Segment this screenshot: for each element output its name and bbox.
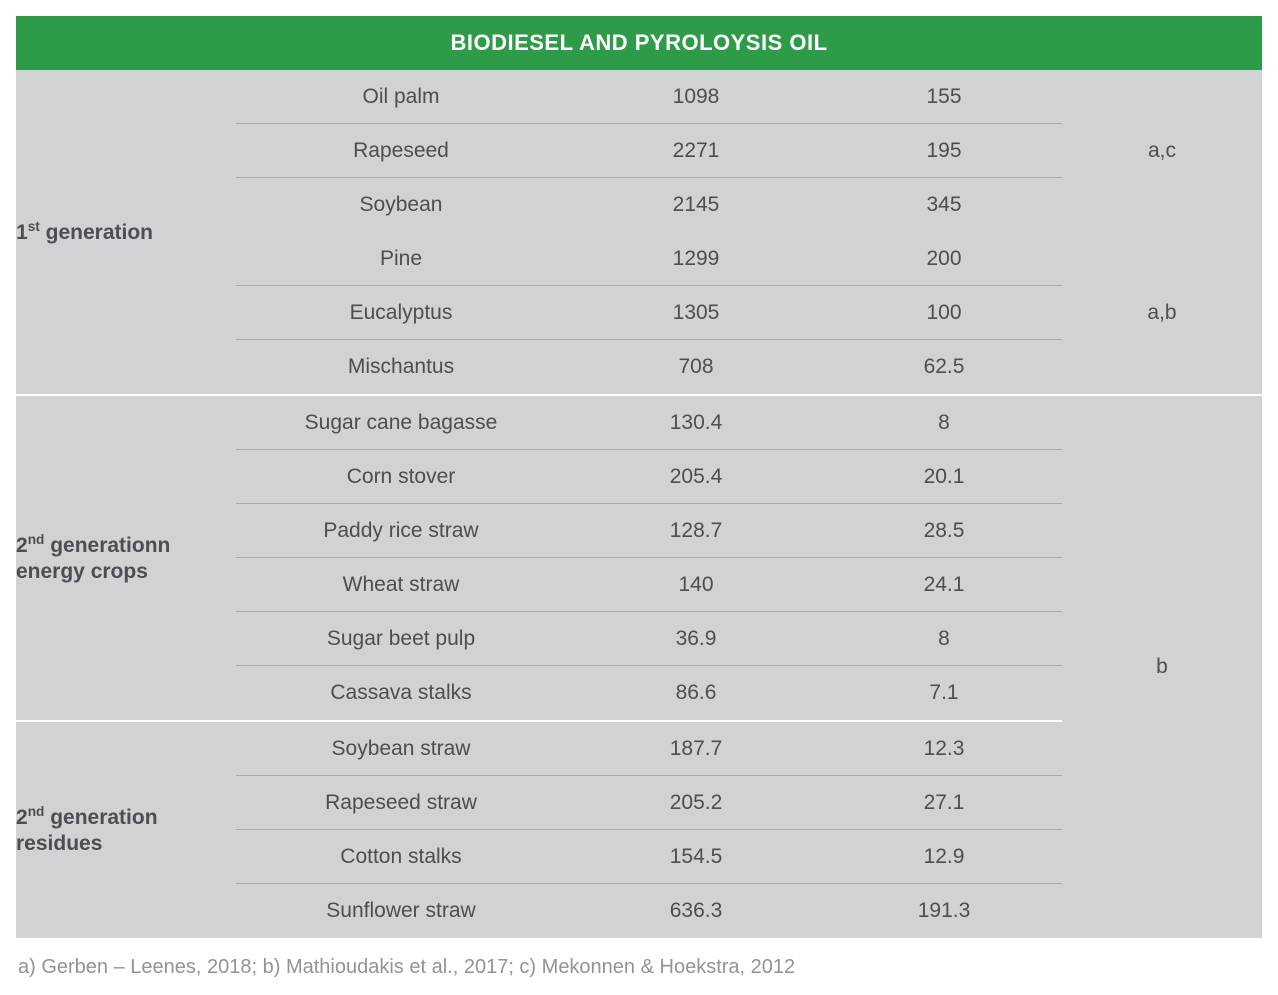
reference-cell: b: [1062, 395, 1262, 938]
reference-cell: a,c: [1062, 70, 1262, 232]
item-cell: Eucalyptus: [236, 286, 566, 340]
item-cell: Mischantus: [236, 340, 566, 394]
value-cell-v1: 128.7: [566, 504, 826, 558]
value-cell-v1: 36.9: [566, 612, 826, 666]
category-label: 1st generation: [16, 70, 236, 395]
value-cell-v2: 8: [826, 612, 1062, 666]
footnote: a) Gerben – Leenes, 2018; b) Mathioudaki…: [16, 938, 1262, 979]
value-cell-v2: 195: [826, 124, 1062, 178]
value-cell-v2: 27.1: [826, 776, 1062, 830]
value-cell-v1: 205.4: [566, 450, 826, 504]
value-cell-v2: 100: [826, 286, 1062, 340]
value-cell-v1: 636.3: [566, 884, 826, 938]
value-cell-v2: 12.9: [826, 830, 1062, 884]
value-cell-v1: 708: [566, 340, 826, 394]
value-cell-v2: 62.5: [826, 340, 1062, 394]
category-label: 2nd generationnenergy crops: [16, 395, 236, 721]
item-cell: Corn stover: [236, 450, 566, 504]
value-cell-v1: 1299: [566, 232, 826, 286]
value-cell-v1: 205.2: [566, 776, 826, 830]
value-cell-v1: 154.5: [566, 830, 826, 884]
data-table: 1st generationOil palmRapeseedSoybean109…: [16, 70, 1262, 938]
item-cell: Cotton stalks: [236, 830, 566, 884]
value-cell-v2: 20.1: [826, 450, 1062, 504]
table-wrapper: BIODIESEL AND PYROLOYSIS OIL 1st generat…: [16, 16, 1262, 979]
value-cell-v1: 1098: [566, 70, 826, 124]
value-cell-v1: 86.6: [566, 666, 826, 720]
item-cell: Sunflower straw: [236, 884, 566, 938]
value-cell-v2: 7.1: [826, 666, 1062, 720]
value-cell-v1: 187.7: [566, 722, 826, 776]
value-cell-v2: 28.5: [826, 504, 1062, 558]
value-cell-v2: 191.3: [826, 884, 1062, 938]
item-cell: Paddy rice straw: [236, 504, 566, 558]
value-cell-v2: 155: [826, 70, 1062, 124]
item-cell: Wheat straw: [236, 558, 566, 612]
value-cell-v1: 130.4: [566, 396, 826, 450]
value-cell-v1: 1305: [566, 286, 826, 340]
value-cell-v2: 8: [826, 396, 1062, 450]
value-cell-v2: 200: [826, 232, 1062, 286]
table-title: BIODIESEL AND PYROLOYSIS OIL: [16, 16, 1262, 70]
item-cell: Sugar beet pulp: [236, 612, 566, 666]
value-cell-v2: 24.1: [826, 558, 1062, 612]
value-cell-v2: 345: [826, 178, 1062, 232]
value-cell-v1: 140: [566, 558, 826, 612]
value-cell-v2: 12.3: [826, 722, 1062, 776]
item-cell: Rapeseed straw: [236, 776, 566, 830]
category-label: 2nd generationresidues: [16, 721, 236, 938]
reference-cell: a,b: [1062, 232, 1262, 395]
item-cell: Pine: [236, 232, 566, 286]
value-cell-v1: 2271: [566, 124, 826, 178]
item-cell: Oil palm: [236, 70, 566, 124]
item-cell: Rapeseed: [236, 124, 566, 178]
item-cell: Soybean: [236, 178, 566, 232]
item-cell: Cassava stalks: [236, 666, 566, 720]
item-cell: Sugar cane bagasse: [236, 396, 566, 450]
item-cell: Soybean straw: [236, 722, 566, 776]
value-cell-v1: 2145: [566, 178, 826, 232]
